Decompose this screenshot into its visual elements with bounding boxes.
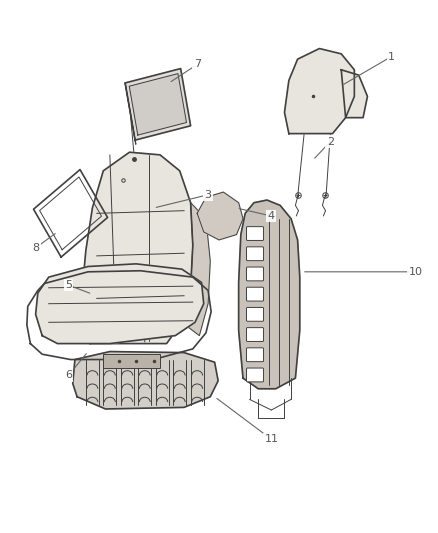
Text: 11: 11 xyxy=(265,434,279,445)
FancyBboxPatch shape xyxy=(247,247,264,261)
Text: 10: 10 xyxy=(409,267,423,277)
Polygon shape xyxy=(125,69,191,140)
Polygon shape xyxy=(239,200,300,389)
FancyBboxPatch shape xyxy=(247,308,264,321)
Text: 8: 8 xyxy=(32,243,39,253)
Bar xyxy=(103,354,160,368)
Polygon shape xyxy=(129,74,187,135)
FancyBboxPatch shape xyxy=(247,287,264,301)
Polygon shape xyxy=(81,152,193,344)
FancyBboxPatch shape xyxy=(247,328,264,342)
Polygon shape xyxy=(34,169,108,257)
Polygon shape xyxy=(35,264,204,344)
FancyBboxPatch shape xyxy=(247,267,264,281)
FancyBboxPatch shape xyxy=(247,348,264,362)
Text: 3: 3 xyxy=(205,190,212,200)
Text: 4: 4 xyxy=(268,211,275,221)
Polygon shape xyxy=(285,49,354,134)
Text: 6: 6 xyxy=(65,370,72,381)
Text: 7: 7 xyxy=(194,60,201,69)
Text: 1: 1 xyxy=(388,52,395,61)
Polygon shape xyxy=(125,83,136,144)
Polygon shape xyxy=(197,192,243,240)
Polygon shape xyxy=(341,70,367,118)
Polygon shape xyxy=(73,352,218,409)
FancyBboxPatch shape xyxy=(247,227,264,240)
Polygon shape xyxy=(182,203,210,336)
Text: 2: 2 xyxy=(327,136,334,147)
FancyBboxPatch shape xyxy=(247,368,264,382)
Text: 5: 5 xyxy=(65,280,72,290)
